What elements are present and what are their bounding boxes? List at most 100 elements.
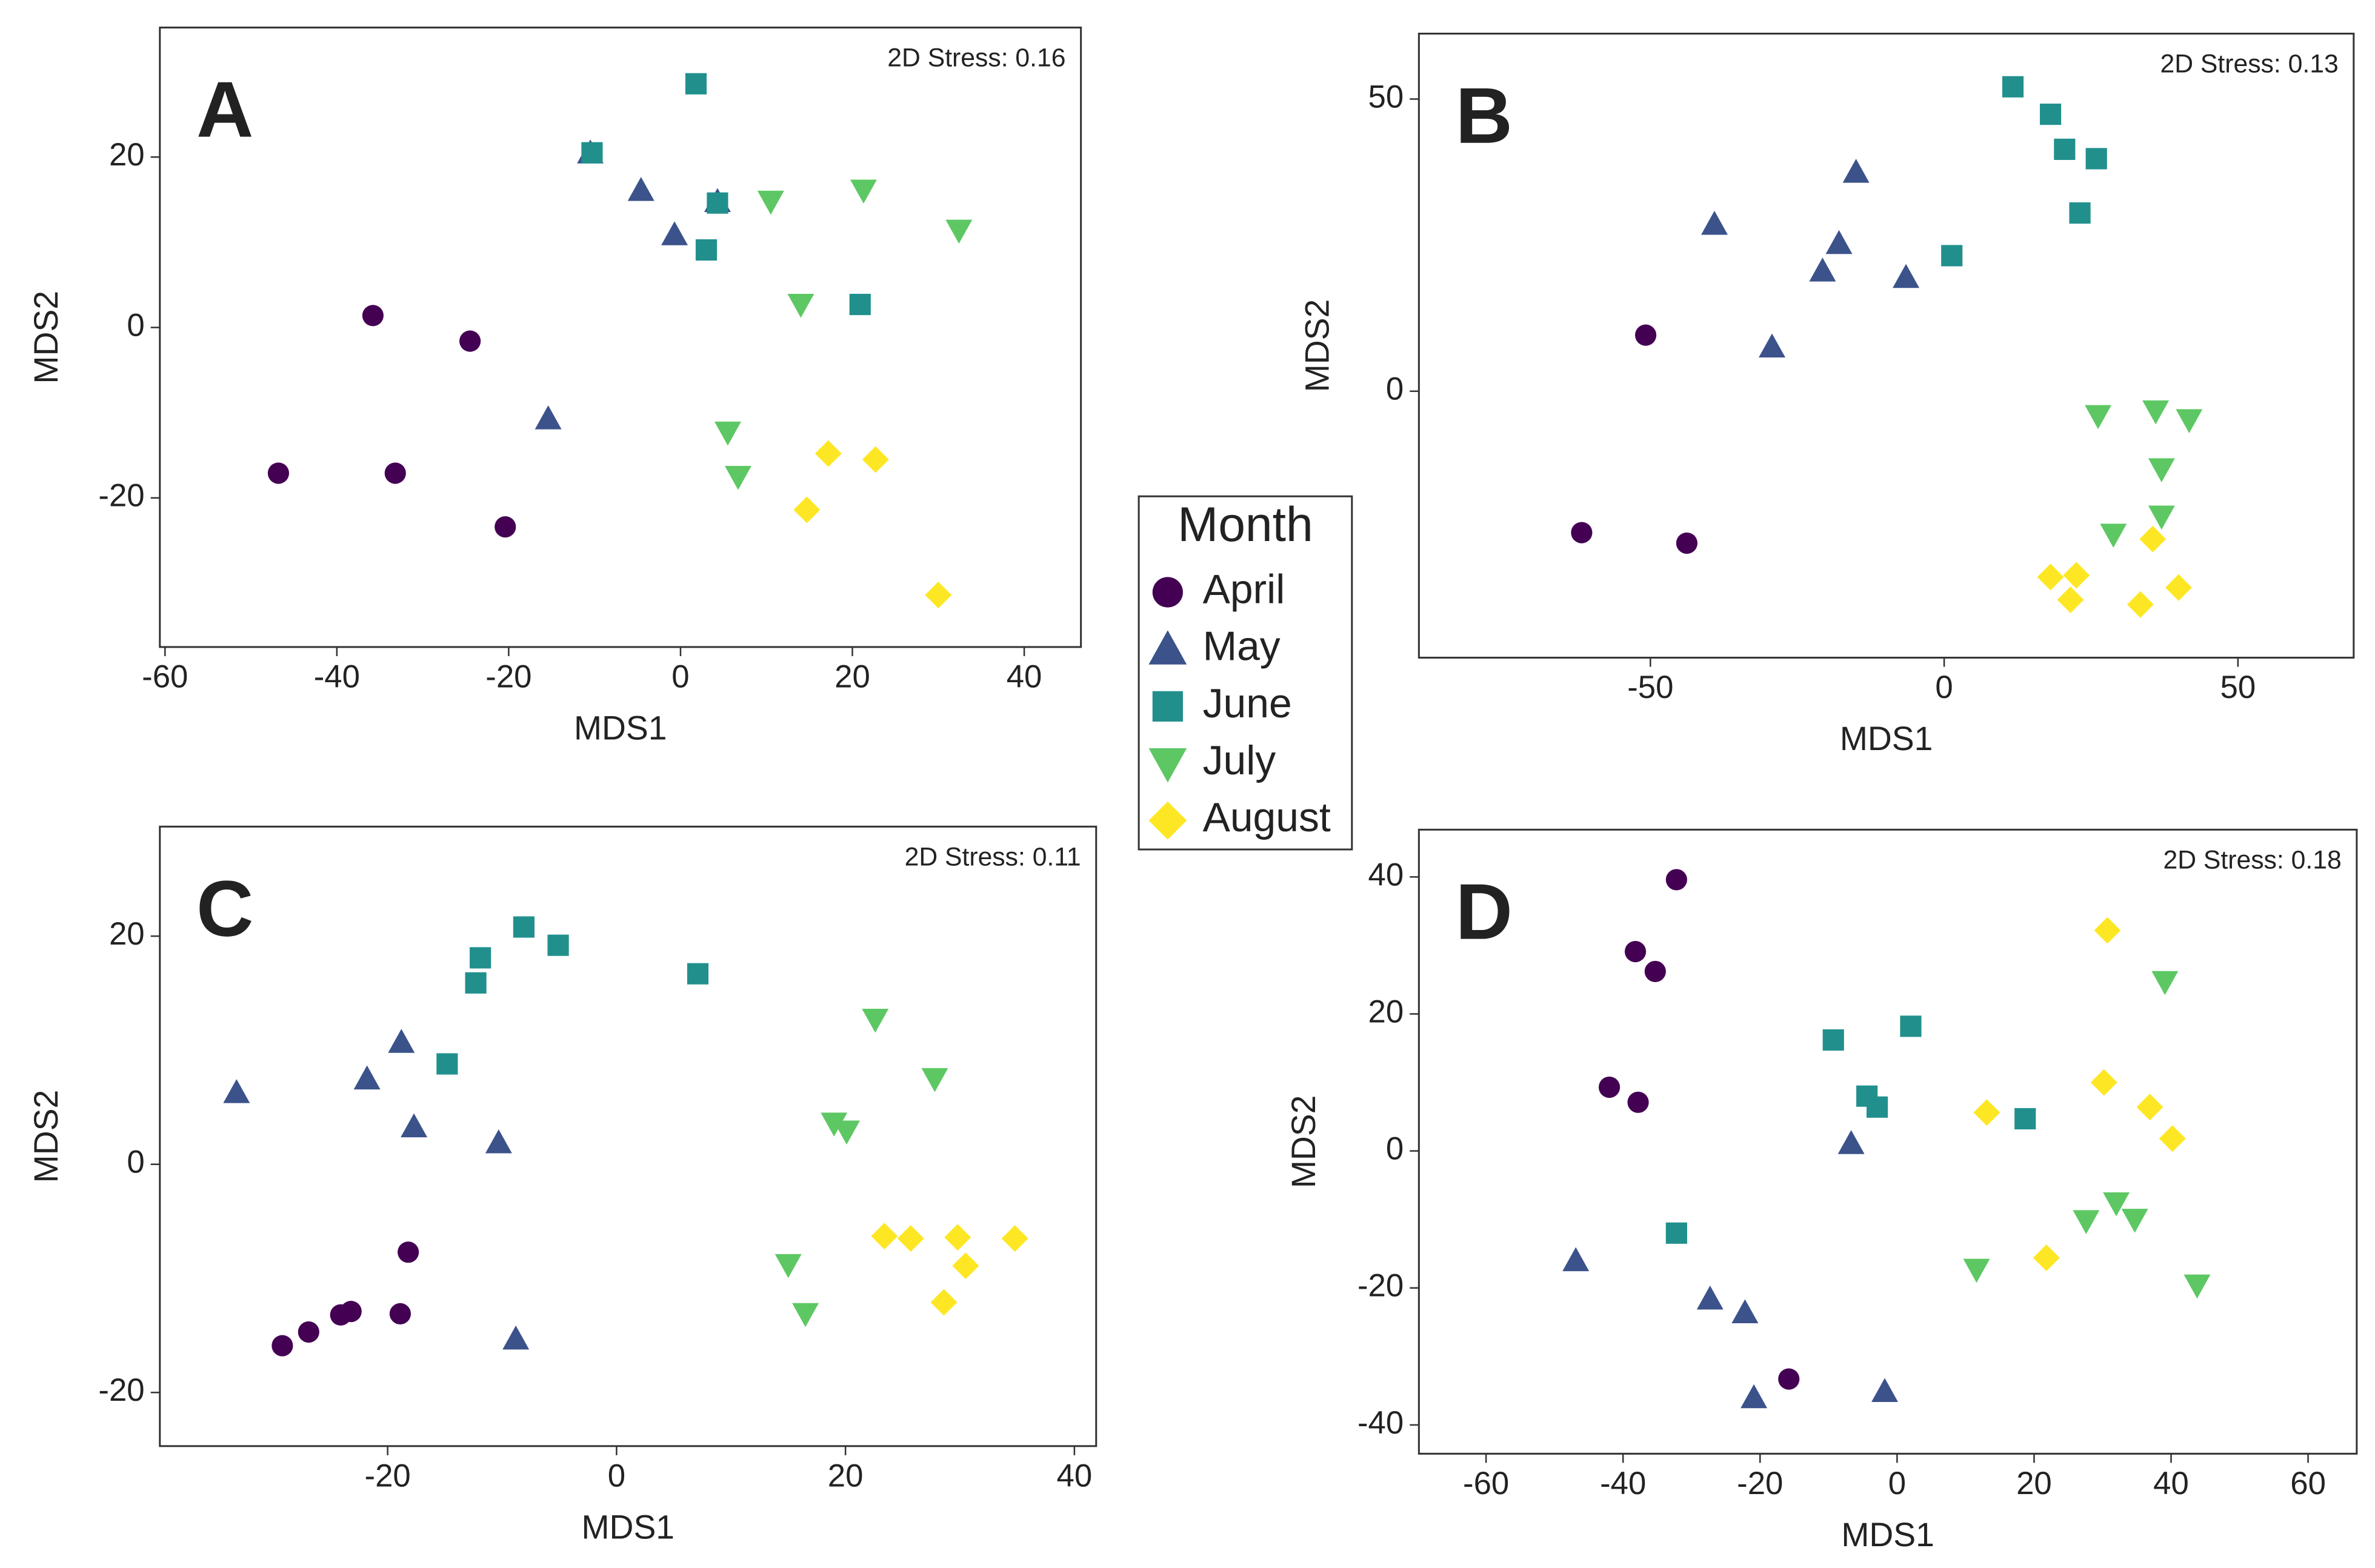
stress-annotation: 2D Stress: 0.16 [887,43,1065,72]
point [2148,505,2175,530]
y-tick-label: -40 [1357,1405,1404,1441]
point [223,1079,250,1103]
y-tick-label: 0 [127,307,144,343]
point [2183,1274,2211,1299]
point [1731,1299,1759,1324]
y-tick-label: 20 [109,916,145,952]
point [1740,1384,1768,1409]
point [513,916,535,938]
point [897,1225,924,1252]
point [1900,1015,1922,1037]
point [1837,1130,1865,1154]
point [340,1301,362,1323]
y-axis-label: MDS2 [1299,299,1336,393]
x-tick-label: -60 [1463,1466,1509,1501]
point [921,1068,948,1092]
point [661,221,688,245]
point [1676,532,1698,554]
point [2037,563,2064,591]
panel-label: A [196,65,253,154]
point [714,421,741,446]
point [271,1335,293,1357]
x-axis-label: MDS1 [1841,1516,1934,1553]
legend-marker [1148,630,1187,665]
y-tick-label: 20 [1368,994,1404,1029]
x-tick-label: 20 [834,659,870,695]
legend-marker [1152,577,1183,608]
y-tick-label: 0 [127,1144,144,1180]
x-axis-label: MDS1 [574,709,667,747]
point [2176,409,2203,433]
point [2148,458,2175,482]
point [581,142,603,164]
point [862,446,889,473]
point [2103,1192,2130,1217]
point [459,330,481,352]
point [944,1224,971,1251]
point [871,1223,898,1250]
panel-label: D [1456,868,1513,956]
point [465,972,487,994]
point [850,179,877,204]
point [2094,917,2121,944]
plot-area [159,825,1098,1447]
point [1825,230,1853,254]
x-tick-label: -60 [142,659,188,695]
x-tick-label: -20 [485,659,531,695]
x-tick-label: 50 [2220,669,2256,705]
x-axis-label: MDS1 [582,1509,675,1546]
point [2069,202,2091,224]
point [792,1303,819,1327]
point [485,1129,512,1154]
x-tick-label: 0 [671,659,689,695]
point [1842,159,1870,183]
y-axis-label: MDS2 [27,1090,65,1183]
point [267,462,290,484]
point [1778,1368,1800,1390]
point [1871,1378,1898,1403]
point [724,466,751,490]
point [1696,1285,1724,1310]
panel-label: C [196,865,253,953]
point [814,440,842,467]
point [757,190,784,215]
plot-area [1417,828,2358,1455]
point [470,947,491,969]
y-tick-label: 20 [109,137,145,173]
x-tick-label: 20 [2016,1466,2052,1501]
legend-marker [1152,691,1183,722]
x-tick-label: 40 [2153,1466,2189,1501]
point [1624,941,1647,963]
point [388,1029,415,1053]
point [2002,76,2024,98]
legend-label: May [1203,624,1281,669]
point [707,192,728,214]
y-tick-label: 0 [1386,1131,1404,1167]
point [389,1303,411,1324]
point [401,1113,428,1138]
y-tick-label: -20 [98,478,144,514]
x-tick-label: 40 [1057,1458,1093,1493]
legend-label: July [1203,738,1276,783]
legend-label: August [1203,795,1331,840]
point [685,73,707,95]
panel-label: B [1456,71,1513,160]
stress-annotation: 2D Stress: 0.18 [2163,845,2342,874]
point [2121,1209,2148,1233]
y-tick-label: -20 [1357,1268,1404,1304]
point [2159,1125,2186,1152]
point [774,1254,802,1278]
x-tick-label: 0 [1935,669,1953,705]
point [298,1321,319,1343]
point [2151,971,2179,995]
point [2033,1244,2060,1271]
point [436,1053,458,1075]
point [1001,1225,1028,1252]
point [2136,1094,2163,1121]
point [1644,960,1666,982]
x-axis-label: MDS1 [1840,720,1933,757]
point [1562,1247,1590,1272]
point [695,239,718,261]
x-tick-label: 60 [2290,1466,2326,1501]
